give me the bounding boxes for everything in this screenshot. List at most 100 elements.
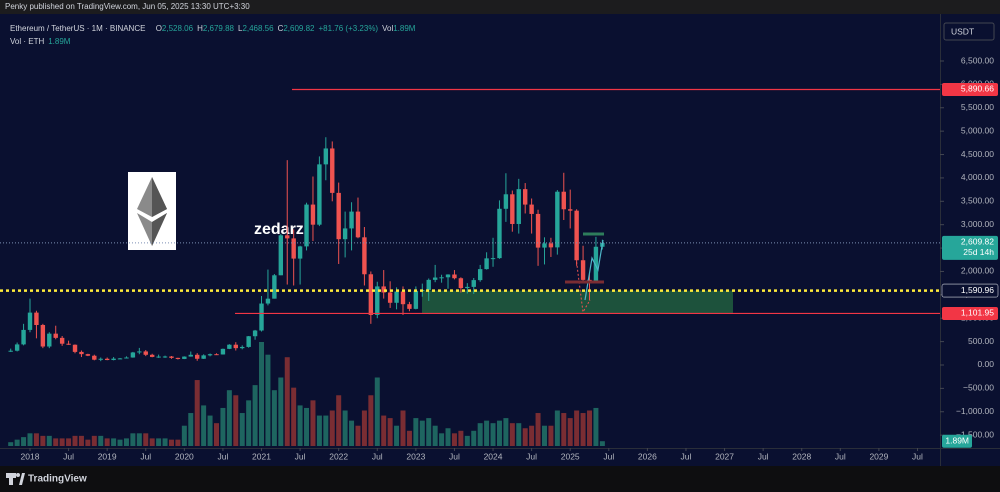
- candle-body: [252, 330, 258, 337]
- candle-body: [47, 333, 52, 347]
- volume-bar: [323, 415, 329, 446]
- x-tick-label: Jul: [912, 451, 923, 461]
- candle-body: [445, 274, 451, 278]
- x-tick-label: 2020: [175, 451, 194, 461]
- volume-bar: [78, 435, 84, 446]
- candle-body: [297, 246, 303, 259]
- volume-bar: [98, 435, 104, 446]
- volume-bar: [8, 442, 14, 446]
- candle-body: [285, 235, 290, 239]
- volume-bar: [432, 425, 438, 446]
- candle-body: [40, 325, 46, 347]
- volume-bar: [419, 420, 425, 446]
- volume-bar: [464, 435, 470, 446]
- candle-body: [162, 356, 168, 358]
- candle-body: [143, 351, 148, 355]
- volume-bar: [503, 418, 509, 446]
- y-tick-label: −1,000.00: [956, 406, 994, 416]
- logo-part: [152, 177, 167, 217]
- candle-body: [92, 355, 97, 360]
- candle-body: [265, 298, 271, 304]
- candle-body: [156, 356, 161, 358]
- currency-label[interactable]: USDT: [951, 26, 974, 36]
- y-tick-label: −1,500.00: [956, 429, 994, 439]
- candle-body: [330, 148, 335, 193]
- current-price-label: 2,609.82: [961, 237, 994, 247]
- volume-bar: [111, 438, 117, 446]
- volume-bar: [246, 400, 252, 446]
- y-tick-label: 5,000.00: [961, 125, 994, 135]
- y-tick-label: 0.00: [977, 359, 994, 369]
- volume-bar: [368, 395, 374, 446]
- volume-label: 1.89M: [945, 435, 969, 445]
- volume-bar: [207, 415, 213, 446]
- volume-bar: [27, 433, 33, 446]
- candle-body: [465, 286, 470, 289]
- candle-body: [124, 357, 129, 359]
- volume-bar: [149, 438, 155, 446]
- y-tick-label: 500.00: [968, 336, 994, 346]
- volume-bar: [14, 439, 20, 446]
- volume-bar: [188, 413, 194, 446]
- candle-body: [484, 258, 489, 270]
- drawing-arrow: [584, 239, 604, 301]
- candle-body: [432, 277, 438, 280]
- volume-bar: [387, 418, 393, 446]
- volume-bar: [477, 423, 483, 446]
- volume-bar: [66, 438, 72, 446]
- candle-body: [310, 204, 316, 225]
- volume-bar: [59, 438, 65, 446]
- x-tick-label: Jul: [140, 451, 151, 461]
- currency-button[interactable]: [943, 22, 995, 41]
- volume-bar: [484, 420, 490, 446]
- x-tick-label: 2029: [869, 451, 888, 461]
- volume-bar: [21, 437, 27, 446]
- candle-body: [130, 352, 136, 358]
- volume-bar: [567, 418, 573, 446]
- volume-bar: [400, 410, 406, 446]
- candle-body: [561, 191, 566, 210]
- candle-body: [593, 246, 599, 282]
- candle-body: [240, 346, 245, 349]
- legend-change: +81.76 (+3.23%): [319, 24, 379, 33]
- x-tick-label: 2025: [561, 451, 580, 461]
- volume-bar: [451, 433, 457, 446]
- candle-body: [568, 209, 573, 211]
- volume-bar: [156, 438, 162, 446]
- volume-bar: [522, 428, 528, 446]
- y-tick-label: 4,000.00: [961, 172, 994, 182]
- volume-bar: [91, 435, 97, 446]
- volume-bar: [213, 423, 219, 446]
- volume-bar: [374, 377, 380, 446]
- candle-body: [195, 354, 200, 359]
- candle-body: [503, 194, 509, 209]
- volume-bar: [226, 390, 232, 446]
- candle-body: [14, 344, 20, 351]
- candle-body: [8, 350, 13, 352]
- symbol-title: Ethereum / TetherUS · 1M · BINANCE: [10, 24, 145, 33]
- candle-body: [574, 210, 579, 261]
- volume-bar: [471, 430, 477, 446]
- volume-bar: [587, 410, 593, 446]
- level-label-box: [942, 306, 998, 320]
- candle-body: [59, 337, 65, 344]
- candle-body: [291, 238, 296, 259]
- volume-bar: [394, 425, 400, 446]
- candle-body: [323, 148, 329, 165]
- logo-part: [16, 473, 20, 477]
- candle-body: [98, 358, 103, 360]
- x-tick-label: 2021: [252, 451, 271, 461]
- legend-value: 2,679.88: [203, 24, 235, 33]
- volume-bar: [413, 418, 419, 446]
- volume-bar: [181, 425, 187, 446]
- volume-bar: [259, 342, 265, 446]
- x-tick-label: Jul: [603, 451, 614, 461]
- brand: TradingView: [28, 474, 87, 485]
- x-tick-label: 2026: [638, 451, 657, 461]
- legend-volume-value: 1.89M: [393, 24, 416, 33]
- volume-bar: [143, 433, 149, 446]
- current-price-box: [942, 235, 998, 260]
- candle-body: [510, 194, 515, 224]
- zone: [422, 290, 733, 314]
